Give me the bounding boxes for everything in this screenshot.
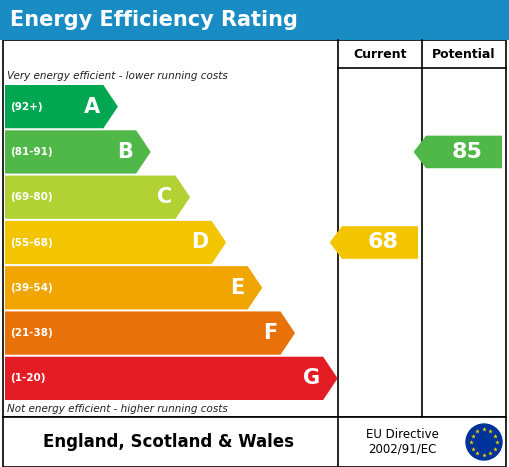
Text: E: E: [231, 278, 245, 298]
Polygon shape: [5, 130, 151, 174]
Text: A: A: [84, 97, 100, 117]
Text: (55-68): (55-68): [10, 238, 53, 248]
Polygon shape: [5, 221, 226, 264]
Polygon shape: [5, 357, 337, 400]
Text: G: G: [303, 368, 320, 389]
Text: England, Scotland & Wales: England, Scotland & Wales: [43, 433, 295, 451]
Text: (81-91): (81-91): [10, 147, 52, 157]
Polygon shape: [5, 176, 190, 219]
Polygon shape: [5, 311, 295, 355]
Text: 85: 85: [451, 142, 483, 162]
Text: D: D: [191, 233, 209, 253]
Polygon shape: [5, 266, 262, 310]
Text: EU Directive
2002/91/EC: EU Directive 2002/91/EC: [365, 428, 438, 456]
Text: Energy Efficiency Rating: Energy Efficiency Rating: [10, 10, 298, 30]
Text: 68: 68: [367, 233, 399, 253]
Text: F: F: [263, 323, 277, 343]
Text: Very energy efficient - lower running costs: Very energy efficient - lower running co…: [7, 71, 228, 81]
Bar: [0, 0, 509, 40]
Bar: [3, 40, 506, 417]
Circle shape: [466, 424, 502, 460]
Text: (39-54): (39-54): [10, 283, 53, 293]
Bar: [3, 417, 506, 467]
Text: Current: Current: [353, 48, 407, 61]
Text: (1-20): (1-20): [10, 373, 45, 383]
Text: Potential: Potential: [432, 48, 496, 61]
Polygon shape: [414, 135, 502, 168]
Text: C: C: [157, 187, 173, 207]
Polygon shape: [5, 85, 118, 128]
Text: (21-38): (21-38): [10, 328, 53, 338]
Text: Not energy efficient - higher running costs: Not energy efficient - higher running co…: [7, 404, 228, 414]
Text: (69-80): (69-80): [10, 192, 52, 202]
Polygon shape: [330, 226, 418, 259]
Text: (92+): (92+): [10, 102, 43, 112]
Text: B: B: [118, 142, 133, 162]
